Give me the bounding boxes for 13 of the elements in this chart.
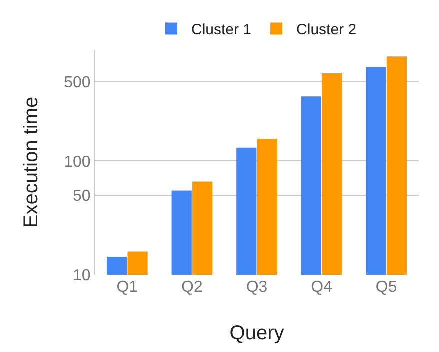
x-tick-label: Q4: [311, 279, 333, 296]
y-tick-label: 500: [64, 74, 91, 92]
y-tick-label: 10: [73, 268, 91, 285]
x-tick-label: Q3: [246, 279, 268, 296]
y-tick-label: 100: [64, 154, 91, 171]
y-tick-label: 50: [73, 188, 91, 206]
x-tick-label: Q1: [116, 279, 138, 296]
x-axis-title: Query: [230, 322, 284, 344]
y-axis-title: Execution time: [20, 96, 43, 228]
legend-label: Cluster 1: [192, 22, 252, 39]
legend-label: Cluster 2: [296, 22, 357, 39]
x-tick-label: Q5: [376, 279, 398, 296]
x-tick-label: Q2: [182, 279, 203, 296]
